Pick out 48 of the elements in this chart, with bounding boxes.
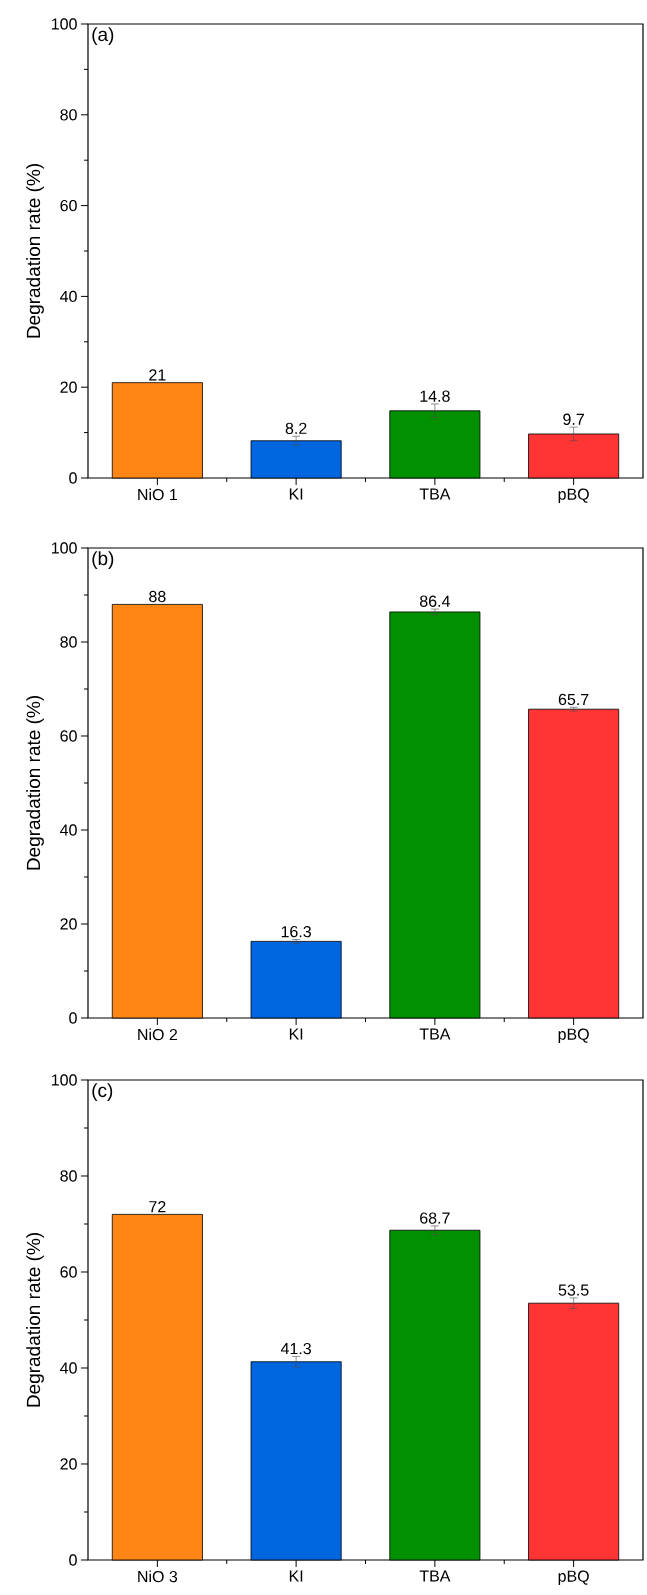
data-label: 16.3 bbox=[281, 925, 311, 938]
y-tick-label: 40 bbox=[60, 1362, 77, 1374]
y-tick-label: 80 bbox=[60, 636, 77, 648]
data-label: 8.2 bbox=[285, 422, 307, 435]
data-label: 9.7 bbox=[563, 413, 584, 425]
x-tick-label: NiO 2 bbox=[138, 1028, 177, 1041]
data-label: 72 bbox=[149, 1201, 166, 1213]
y-axis-title: Degradation rate (%) bbox=[26, 696, 44, 870]
y-tick-label: 0 bbox=[69, 1012, 77, 1024]
y-tick-label: 80 bbox=[60, 109, 77, 121]
x-tick-label: pBQ bbox=[558, 1028, 589, 1044]
y-tick-label: 0 bbox=[69, 1554, 77, 1566]
x-tick-label: pBQ bbox=[558, 1570, 589, 1586]
data-label: 86.4 bbox=[419, 595, 450, 607]
data-label: 21 bbox=[149, 369, 166, 381]
chart-title: (a) bbox=[92, 27, 114, 45]
y-tick-label: 100 bbox=[51, 542, 77, 554]
x-tick-label: NiO 1 bbox=[138, 488, 178, 501]
chart-title: (c) bbox=[92, 1083, 113, 1101]
y-tick-label: 80 bbox=[60, 1170, 77, 1182]
x-tick-label: KI bbox=[289, 1570, 303, 1582]
data-label: 68.7 bbox=[420, 1212, 450, 1224]
chart-title: (b) bbox=[92, 551, 114, 569]
data-label: 41.3 bbox=[280, 1342, 311, 1355]
y-tick-label: 40 bbox=[60, 290, 77, 303]
x-tick-label: pBQ bbox=[558, 488, 589, 504]
x-tick-label: NiO 3 bbox=[138, 1570, 178, 1583]
data-label: 65.7 bbox=[558, 693, 589, 706]
data-label: 53.5 bbox=[558, 1284, 589, 1296]
data-label: 88 bbox=[149, 590, 166, 603]
y-tick-label: 60 bbox=[60, 199, 77, 212]
y-axis-title: Degradation rate (%) bbox=[26, 164, 44, 338]
y-tick-label: 0 bbox=[69, 472, 77, 484]
y-tick-label: 20 bbox=[60, 1458, 77, 1470]
y-tick-label: 100 bbox=[51, 1074, 77, 1086]
y-tick-label: 60 bbox=[60, 730, 77, 742]
y-axis-title: Degradation rate (%) bbox=[26, 1233, 44, 1407]
x-tick-label: TBA bbox=[419, 488, 451, 500]
x-tick-label: KI bbox=[289, 1028, 303, 1040]
y-tick-label: 20 bbox=[60, 381, 77, 393]
x-tick-label: TBA bbox=[419, 1028, 451, 1040]
y-tick-label: 60 bbox=[60, 1266, 77, 1278]
x-tick-label: KI bbox=[289, 488, 303, 500]
y-tick-label: 100 bbox=[51, 18, 77, 30]
x-tick-label: TBA bbox=[419, 1570, 451, 1582]
y-tick-label: 40 bbox=[60, 824, 77, 836]
y-tick-label: 20 bbox=[60, 918, 77, 930]
data-label: 14.8 bbox=[420, 390, 450, 402]
